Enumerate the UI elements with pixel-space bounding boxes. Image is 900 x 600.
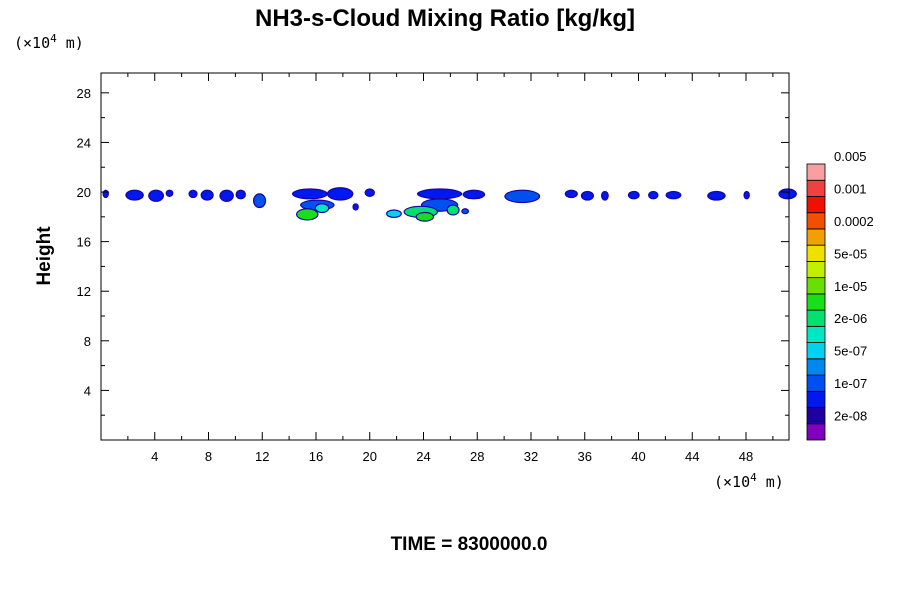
colorbar-label: 1e-07 — [834, 376, 867, 391]
x-unit-label: (×104 m) — [714, 471, 784, 491]
x-tick-label: 40 — [631, 449, 645, 464]
plot-frame — [100, 72, 790, 441]
cloud-cell-32 — [744, 192, 749, 199]
colorbar-swatch-11 — [806, 244, 826, 262]
plot-background — [101, 73, 789, 440]
cloud-cell-13 — [316, 204, 329, 212]
cloud-cell-8 — [254, 194, 265, 207]
cloud-cell-2 — [149, 190, 163, 201]
colorbar-swatch-0 — [806, 423, 826, 441]
cloud-cell-23 — [462, 209, 468, 214]
cloud-cell-33 — [779, 189, 796, 199]
y-axis-label: Height — [34, 226, 55, 286]
x-tick-label: 20 — [363, 449, 377, 464]
y-tick-label: 16 — [77, 235, 91, 250]
cloud-cell-22 — [447, 205, 459, 215]
colorbar-swatch-2 — [806, 390, 826, 408]
colorbar-label: 0.0002 — [834, 214, 874, 229]
cloud-cell-16 — [418, 189, 462, 199]
colorbar-label: 1e-05 — [834, 279, 867, 294]
colorbar-label: 5e-07 — [834, 344, 867, 359]
x-tick-label: 28 — [470, 449, 484, 464]
cloud-cell-9 — [293, 189, 327, 199]
colorbar-swatch-3 — [806, 374, 826, 392]
cloud-cell-7 — [236, 190, 245, 199]
colorbar-swatch-9 — [806, 277, 826, 295]
cloud-cell-21 — [387, 210, 401, 217]
x-tick-label: 4 — [151, 449, 158, 464]
colorbar-swatch-7 — [806, 309, 826, 327]
cloud-cell-30 — [666, 192, 681, 199]
y-tick-label: 12 — [77, 284, 91, 299]
cloud-cell-6 — [220, 190, 233, 201]
colorbar-swatch-6 — [806, 325, 826, 343]
colorbar-swatch-14 — [806, 196, 826, 214]
x-tick-label: 44 — [685, 449, 699, 464]
cloud-cell-31 — [708, 192, 725, 200]
colorbar-swatch-5 — [806, 342, 826, 360]
y-tick-label: 24 — [77, 135, 91, 150]
colorbar-swatch-1 — [806, 407, 826, 425]
cloud-cell-1 — [126, 190, 143, 200]
cloud-cell-17 — [463, 190, 484, 199]
cloud-cell-28 — [629, 192, 639, 199]
y-tick-label: 28 — [77, 86, 91, 101]
cloud-cell-10 — [328, 188, 353, 200]
chart-title: NH3-s-Cloud Mixing Ratio [kg/kg] — [255, 5, 635, 32]
colorbar-swatch-10 — [806, 261, 826, 279]
cloud-cell-4 — [189, 190, 197, 197]
cloud-cell-5 — [201, 190, 213, 200]
x-tick-label: 24 — [416, 449, 430, 464]
colorbar-swatch-4 — [806, 358, 826, 376]
colorbar-swatch-8 — [806, 293, 826, 311]
y-tick-label: 8 — [84, 334, 91, 349]
x-tick-label: 12 — [255, 449, 269, 464]
x-tick-label: 32 — [524, 449, 538, 464]
cloud-cell-25 — [565, 190, 577, 197]
cloud-cell-15 — [365, 189, 374, 196]
colorbar-swatch-12 — [806, 228, 826, 246]
time-label: TIME = 8300000.0 — [391, 534, 548, 555]
cloud-cell-14 — [353, 204, 358, 210]
x-tick-label: 8 — [205, 449, 212, 464]
colorbar-swatch-15 — [806, 179, 826, 197]
y-tick-label: 4 — [84, 383, 91, 398]
colorbar: 2e-08 1e-07 5e-07 2e-06 1e-05 5e-05 0.0002 0.00… — [806, 149, 874, 441]
cloud-cell-3 — [166, 190, 173, 196]
x-tick-label: 16 — [309, 449, 323, 464]
cloud-cell-29 — [649, 192, 658, 199]
x-tick-label: 48 — [739, 449, 753, 464]
x-tick-label: 36 — [578, 449, 592, 464]
cloud-cell-27 — [602, 192, 608, 200]
y-unit-label: (×104 m) — [14, 32, 84, 52]
cloud-cell-26 — [582, 192, 593, 200]
colorbar-label: 2e-06 — [834, 311, 867, 326]
y-tick-label: 20 — [77, 185, 91, 200]
colorbar-label: 0.005 — [834, 149, 867, 164]
cloud-cell-12 — [297, 209, 318, 220]
colorbar-swatch-13 — [806, 212, 826, 230]
colorbar-swatch-16 — [806, 163, 826, 181]
colorbar-label: 2e-08 — [834, 409, 867, 424]
colorbar-label: 0.001 — [834, 181, 867, 196]
colorbar-label: 5e-05 — [834, 246, 867, 261]
cloud-cell-20 — [416, 213, 433, 221]
cloud-cell-24 — [505, 190, 540, 202]
